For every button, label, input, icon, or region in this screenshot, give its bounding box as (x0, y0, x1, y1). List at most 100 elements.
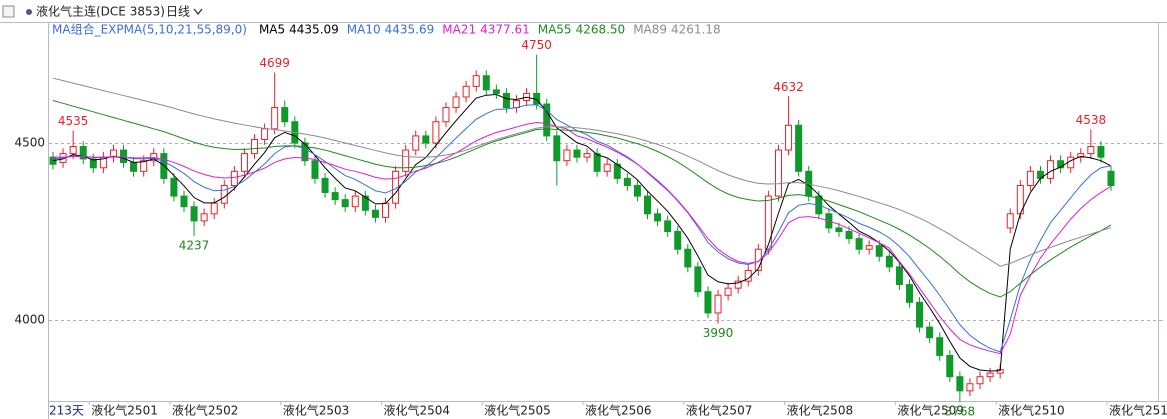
candle-body (573, 149, 581, 158)
candle-body (120, 149, 128, 163)
candle-body (492, 89, 500, 94)
candle-body (895, 266, 903, 286)
candle-body (795, 124, 803, 172)
candle-body (452, 96, 460, 109)
period-selector[interactable]: 日线 (166, 5, 190, 19)
candle-body (311, 160, 319, 179)
x-tick-label: 液化气2508 (787, 403, 854, 418)
candle-body (502, 92, 510, 109)
x-tick-label: 液化气2510 (998, 403, 1065, 418)
x-tick-label: 液化气2504 (384, 403, 451, 418)
candle-body (754, 248, 762, 271)
legend-name: MA55 (538, 23, 572, 37)
candle-body (583, 153, 591, 158)
menu-icon[interactable] (2, 5, 15, 18)
x-tick-label: 液化气2503 (283, 403, 350, 418)
high-label: 4750 (521, 38, 552, 52)
candle-body (402, 149, 410, 172)
candle-body (885, 255, 893, 268)
candle-body (986, 372, 994, 378)
candle-body (916, 301, 924, 328)
x-tick-label: 液化气2502 (172, 403, 239, 418)
candle-body (371, 209, 379, 218)
candle-body (170, 177, 178, 197)
bar-count: 213天 (49, 404, 84, 418)
candle-body (190, 206, 198, 222)
candle-body (593, 153, 601, 172)
legend-name: MA89 (633, 23, 667, 37)
ma-line (52, 104, 1112, 353)
x-tick-label: 液化气2501 (91, 403, 158, 418)
bullet (26, 9, 32, 15)
candle-body (905, 284, 913, 303)
candle-body (875, 245, 883, 257)
y-tick-label: 4500 (14, 135, 45, 149)
ma-line (52, 77, 1112, 267)
candle-body (956, 376, 964, 392)
candle-body (361, 195, 369, 211)
symbol-title[interactable]: 液化气主连(DCE 3853) (36, 4, 165, 19)
candle-body (664, 220, 672, 233)
candle-body (210, 202, 218, 215)
candle-body (855, 238, 863, 250)
candles (49, 54, 1115, 403)
high-label: 4538 (1076, 113, 1107, 127)
candle-body (835, 227, 843, 233)
candle-body (764, 195, 772, 250)
candle-body (785, 124, 793, 151)
candle-body (432, 121, 440, 144)
indicator-name: MA组合_EXPMA(5,10,21,55,89,0) (52, 22, 247, 37)
candle-body (230, 170, 238, 186)
x-tick-label: 液化气2509 (897, 403, 964, 418)
x-tick-label: 液化气2505 (484, 403, 551, 418)
candle-body (422, 135, 430, 144)
candle-body (351, 195, 359, 208)
candle-body (130, 161, 138, 172)
candle-body (704, 291, 712, 314)
candle-body (180, 195, 188, 208)
candle-body (412, 135, 420, 151)
candle-body (281, 107, 289, 123)
candle-body (654, 213, 662, 222)
candle-body (633, 184, 641, 197)
candle-body (462, 85, 470, 98)
candle-body (442, 107, 450, 123)
legend-value: 4261.18 (671, 23, 721, 37)
candle-body (603, 163, 611, 172)
candle-body (392, 170, 400, 204)
candle-body (1047, 160, 1055, 179)
candle-body (714, 294, 722, 314)
candle-body (513, 100, 521, 109)
candle-body (563, 149, 571, 162)
candle-body (331, 192, 339, 201)
y-tick-label: 4000 (14, 313, 45, 327)
candle-body (623, 177, 631, 186)
x-tick-label: 液化气2507 (686, 403, 753, 418)
candle-body (946, 354, 954, 378)
candle-body (482, 75, 490, 91)
candle-body (140, 160, 148, 172)
candle-body (89, 158, 97, 169)
legend-value: 4435.69 (385, 23, 435, 37)
candle-body (936, 337, 944, 356)
candle-body (674, 231, 682, 250)
period-chevron[interactable] (193, 8, 203, 16)
candle-body (1097, 146, 1105, 158)
legend-value: 4377.61 (480, 23, 530, 37)
candle-body (734, 280, 742, 289)
candle-body (321, 177, 329, 194)
candle-body (261, 128, 269, 140)
candle-body (1107, 170, 1115, 186)
candle-body (684, 248, 692, 268)
candle-body (200, 213, 208, 222)
candle-body (382, 202, 390, 218)
x-tick-label: 液化气251 (1109, 403, 1167, 418)
candle-body (301, 142, 309, 162)
ma-line (53, 121, 1112, 355)
candle-body (553, 135, 561, 162)
high-label: 4699 (259, 56, 290, 70)
candle-body (543, 103, 551, 137)
